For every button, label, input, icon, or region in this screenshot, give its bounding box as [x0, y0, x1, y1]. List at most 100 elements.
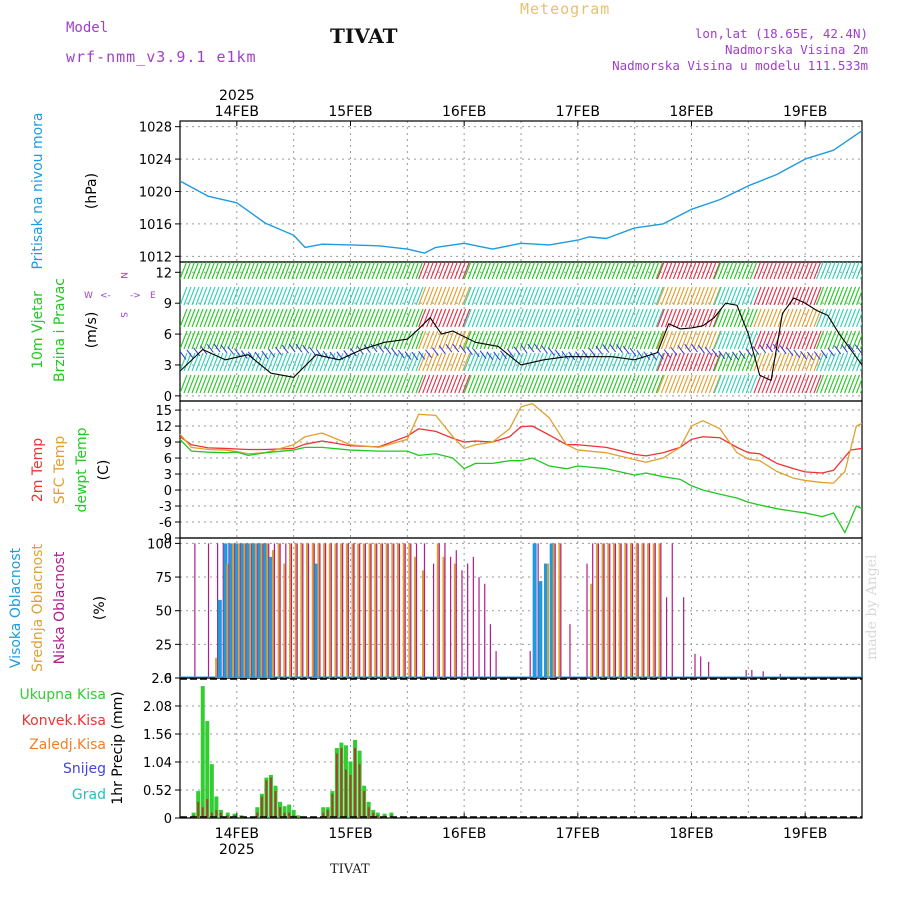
wind-barb [507, 262, 516, 280]
wind-barb [513, 346, 521, 356]
wind-barb [828, 330, 837, 350]
wind-barb [503, 308, 512, 328]
convective-precip-bar [201, 807, 204, 818]
wind-barb [688, 352, 697, 372]
wind-barb [670, 347, 678, 356]
wind-barb [371, 374, 380, 394]
wind-compass: N W E S <- -> [84, 272, 156, 318]
wind-barb [813, 262, 822, 280]
wind-barb [619, 262, 628, 280]
wind-barb [676, 286, 685, 306]
wind-barb [745, 352, 754, 372]
wind-barb [462, 286, 471, 306]
mid-cloud-bar [629, 543, 632, 678]
wind-barb [555, 352, 564, 372]
wind-barb [283, 352, 292, 372]
pressure-tick-label: 1016 [139, 218, 172, 233]
wind-barb [511, 308, 520, 328]
wind-barb [391, 262, 400, 280]
convective-precip-bar [274, 791, 277, 818]
wind-barb [515, 330, 524, 350]
precip-bars [180, 678, 862, 818]
wind-barb [239, 308, 248, 328]
wind-barb [684, 286, 693, 306]
convective-precip-bar [376, 815, 379, 818]
pressure-tick-label: 1024 [139, 153, 172, 168]
wind-barb [627, 330, 636, 350]
convective-precip-bar [210, 812, 213, 818]
wind-barb [733, 330, 742, 350]
x-year-bottom: 2025 [219, 842, 255, 858]
wind-barb [475, 374, 484, 394]
wind-barb [391, 374, 400, 394]
total-precip-bar [296, 815, 301, 818]
wind-barb [403, 308, 412, 328]
wind-barb [777, 262, 786, 280]
wind-barb [635, 330, 644, 350]
wind-barb [251, 308, 260, 328]
wind-barb [315, 262, 324, 280]
wind-barb [692, 330, 701, 350]
wind-barb [765, 308, 774, 328]
wind-barb [287, 352, 296, 372]
wind-barb [395, 352, 404, 372]
precip-tick-label: 2.6 [151, 672, 172, 687]
wind-barb [367, 308, 376, 328]
wind-barb [567, 262, 576, 280]
wind-barb [575, 330, 584, 350]
wind-barb [207, 262, 216, 280]
wind-barb [275, 346, 282, 356]
wind-barb [779, 345, 787, 354]
wind-barb [215, 352, 224, 372]
wind-barb [571, 352, 580, 372]
wind-barb [215, 308, 224, 328]
wind-barb [331, 374, 340, 394]
wind-barb [384, 345, 392, 355]
wind-barb [323, 262, 332, 280]
wind-barb [363, 344, 371, 353]
wind-barb [418, 351, 426, 360]
wind-barb [651, 374, 660, 394]
wind-barb [718, 350, 726, 360]
wind-barb [251, 286, 260, 306]
wind-barb [180, 374, 188, 394]
wind-barb [575, 374, 584, 394]
wind-barb [765, 330, 774, 350]
wind-barb [271, 262, 280, 280]
wind-barb [351, 262, 360, 280]
wind-barb [442, 286, 451, 306]
wind-barb [191, 374, 200, 394]
convective-precip-bar [288, 812, 291, 818]
wind-barb [463, 374, 472, 394]
wind-barb [531, 308, 540, 328]
wind-barb [463, 286, 472, 306]
wind-barb [463, 330, 472, 350]
wind-barb [183, 330, 192, 350]
wind-barb [680, 262, 689, 280]
wind-barb [535, 330, 544, 350]
convective-precip-bar [326, 809, 329, 818]
wind-barb [781, 308, 790, 328]
convective-precip-bar [279, 807, 282, 818]
wind-barb [813, 374, 822, 394]
wind-barb [793, 352, 802, 372]
wind-barb [737, 352, 746, 372]
wind-barb [824, 352, 833, 372]
wind-barb [404, 351, 412, 360]
wind-barb [591, 374, 600, 394]
wind-barb [335, 308, 344, 328]
wind-barb [717, 352, 726, 372]
wind-barb [347, 330, 356, 350]
wind-barb [486, 351, 494, 361]
pressure-axis: 1012 1016 1020 1024 1028 [139, 120, 863, 265]
wind-barb [311, 308, 320, 328]
wind-barb [231, 286, 240, 306]
precip-tick-label: 1.56 [143, 728, 172, 743]
wind-barb [475, 286, 484, 306]
convective-precip-bar [206, 799, 209, 818]
wind-barb [708, 262, 717, 280]
wind-barb [603, 330, 612, 350]
wind-barb [235, 330, 244, 350]
wind-barb [721, 374, 730, 394]
wind-barb [331, 262, 340, 280]
